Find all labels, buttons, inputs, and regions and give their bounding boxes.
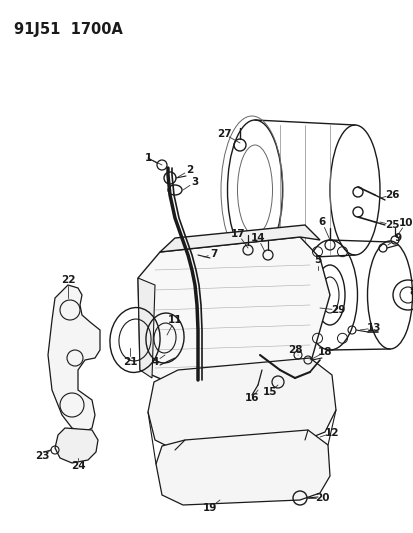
Text: 23: 23 [35,451,49,461]
Text: 3: 3 [191,177,198,187]
Text: 9: 9 [394,233,401,243]
Text: 4: 4 [151,357,158,367]
Polygon shape [55,428,98,463]
Text: 16: 16 [244,393,259,403]
Text: 8: 8 [408,287,413,297]
Polygon shape [159,225,319,252]
Text: 11: 11 [167,315,182,325]
Text: 13: 13 [366,323,380,333]
Text: 5: 5 [313,255,321,265]
Text: 1: 1 [144,153,151,163]
Text: 6: 6 [318,217,325,227]
Text: 25: 25 [384,220,398,230]
Polygon shape [138,278,154,378]
Polygon shape [48,285,100,432]
Text: 28: 28 [287,345,301,355]
Text: 12: 12 [324,428,338,438]
Text: 7: 7 [210,249,217,259]
Text: 21: 21 [122,357,137,367]
Text: 10: 10 [398,218,412,228]
Text: 22: 22 [61,275,75,285]
Text: 15: 15 [262,387,277,397]
Text: 26: 26 [384,190,398,200]
Polygon shape [156,430,329,505]
Text: 17: 17 [230,229,245,239]
Text: 14: 14 [250,233,265,243]
Text: 20: 20 [314,493,328,503]
Text: 18: 18 [317,347,332,357]
Polygon shape [147,358,335,450]
Polygon shape [138,237,329,385]
Text: 19: 19 [202,503,217,513]
Text: 27: 27 [216,129,231,139]
Text: 24: 24 [71,461,85,471]
Text: 29: 29 [330,305,344,315]
Text: 2: 2 [186,165,193,175]
Text: 91J51  1700A: 91J51 1700A [14,22,123,37]
